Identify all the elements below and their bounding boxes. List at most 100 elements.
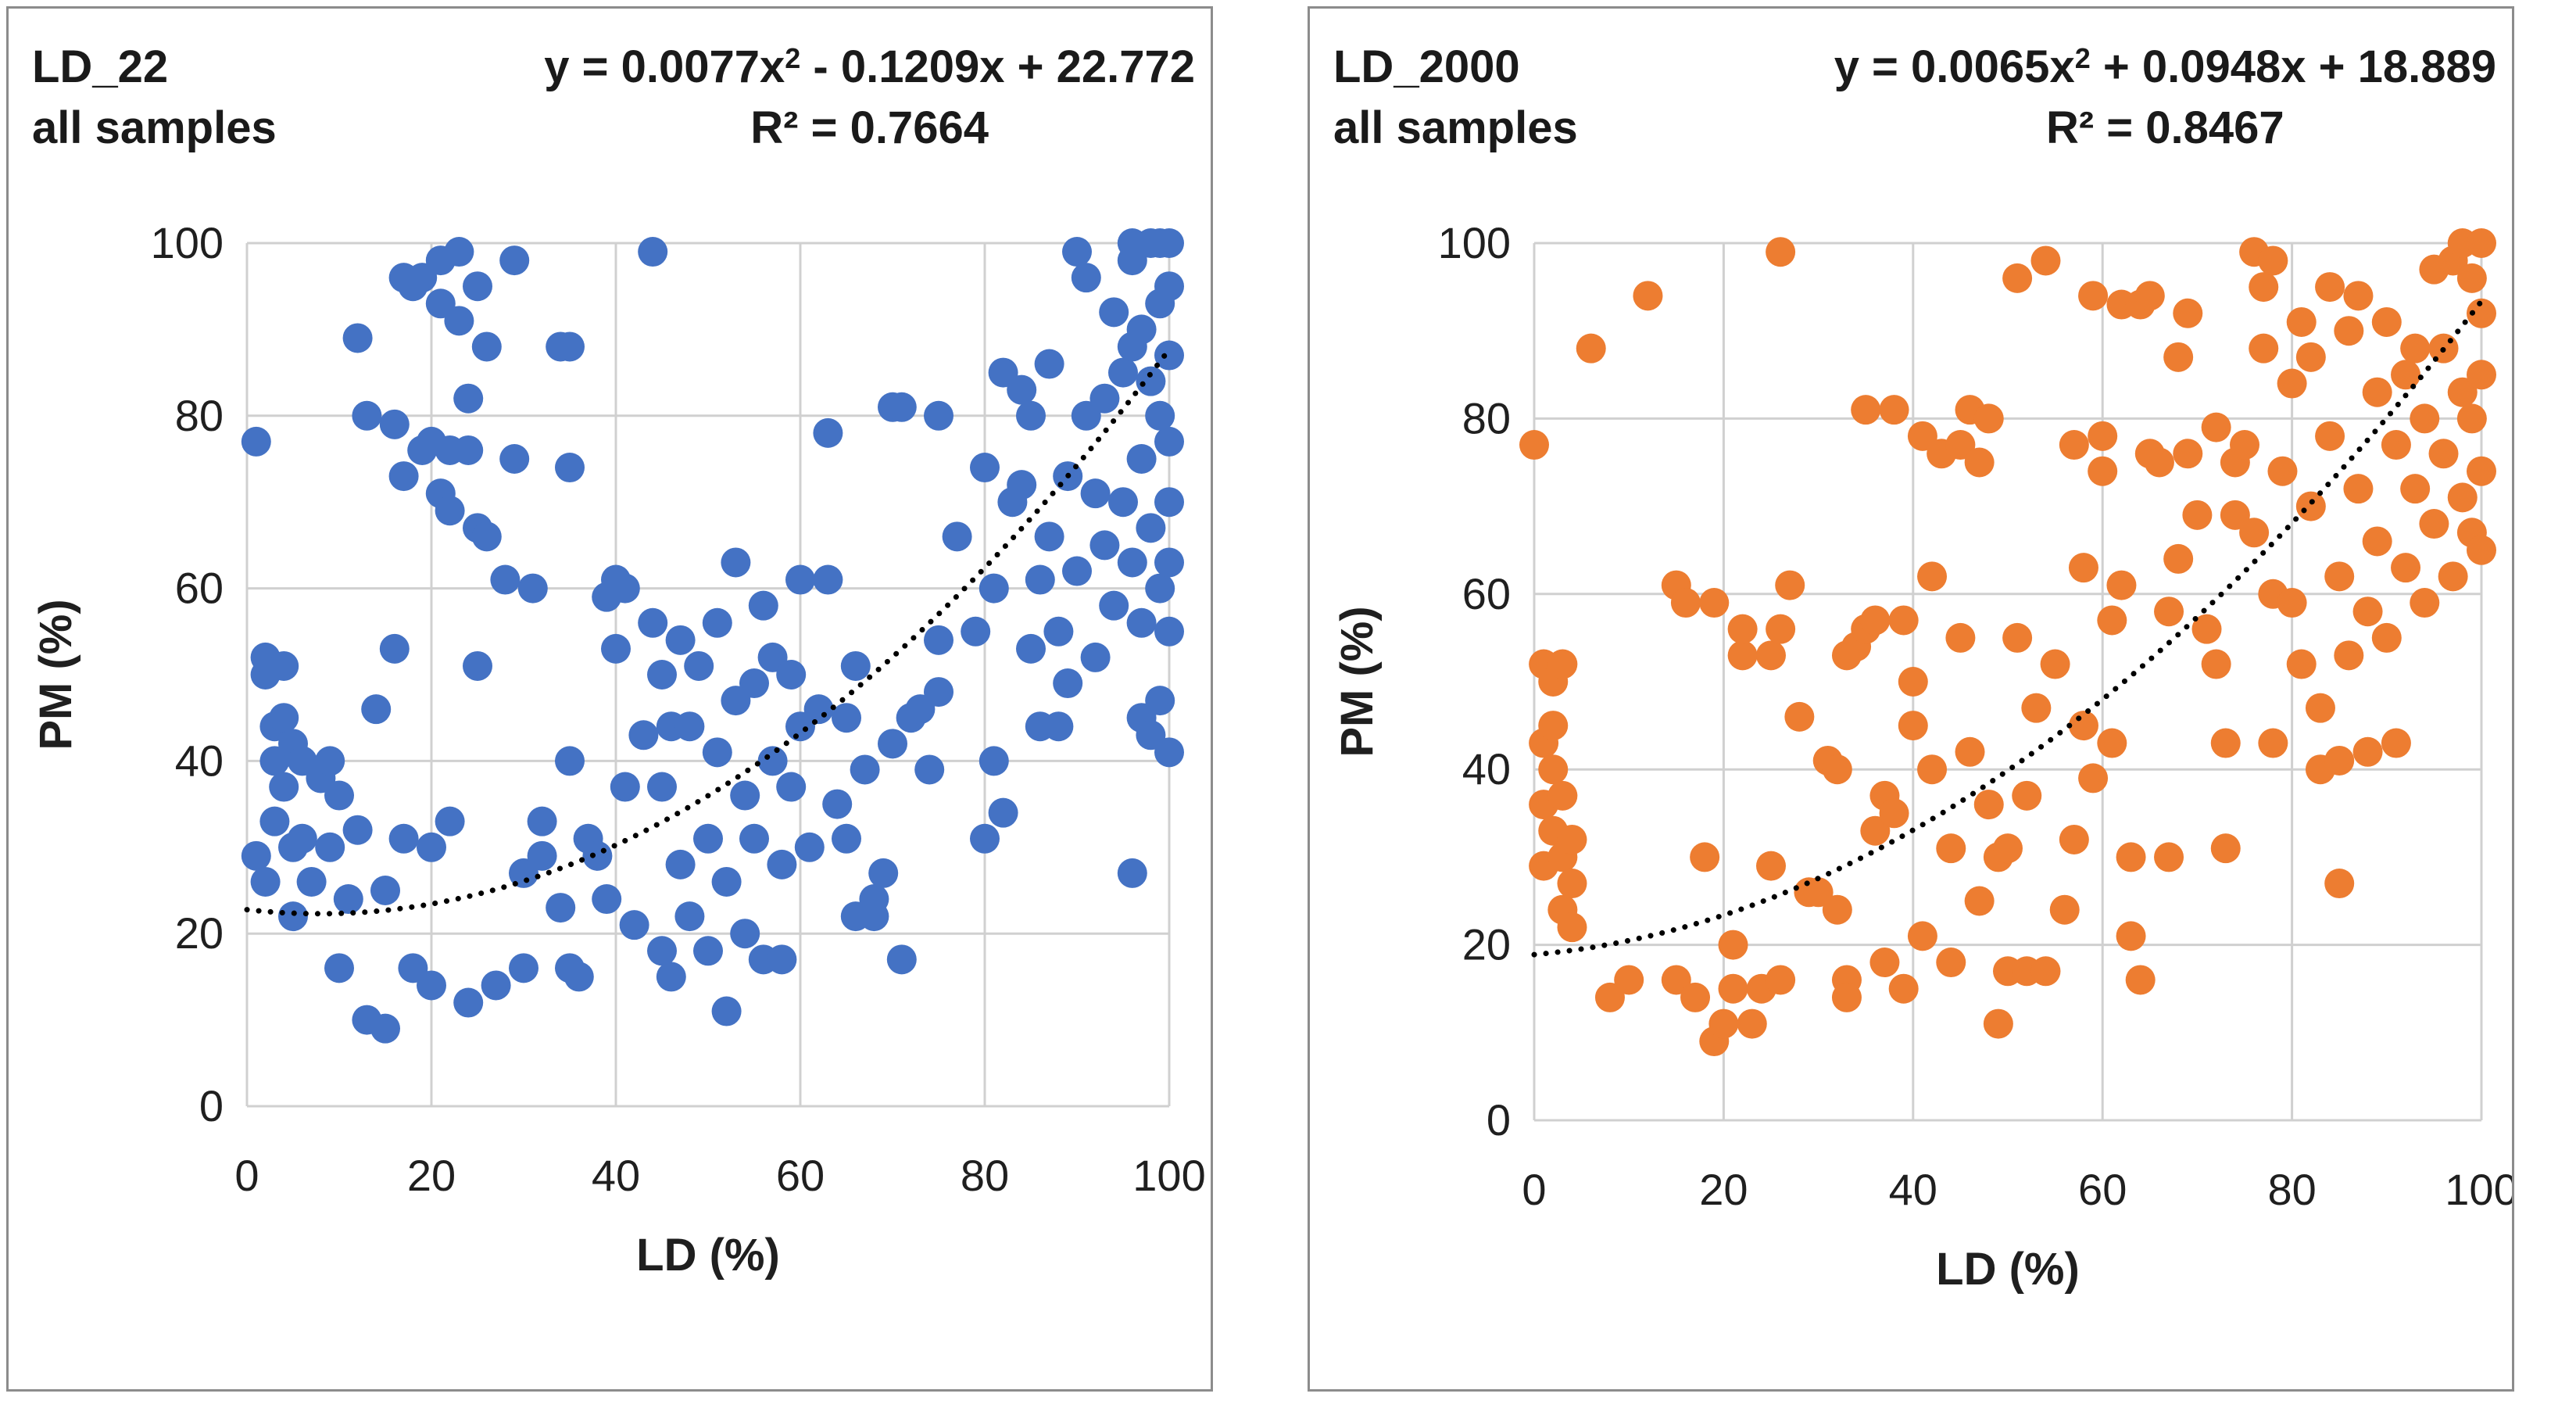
data-point <box>2154 596 2184 627</box>
data-point <box>555 746 585 776</box>
data-point <box>702 607 732 638</box>
data-point <box>2002 622 2033 653</box>
data-point <box>1670 588 1701 618</box>
data-point <box>453 435 484 465</box>
data-point <box>1917 561 1948 592</box>
data-point <box>2021 693 2052 723</box>
data-point <box>527 840 557 871</box>
data-point <box>379 633 410 664</box>
data-point <box>1007 374 1037 405</box>
data-point <box>2097 605 2127 636</box>
data-point <box>1727 640 1758 671</box>
data-point <box>2324 745 2355 776</box>
data-point <box>1708 1008 1739 1039</box>
trendline-equation: y = 0.0065x2 + 0.0948x + 18.889 R² = 0.8… <box>1834 37 2496 159</box>
y-tick-label: 0 <box>1487 1095 1511 1145</box>
data-point <box>1547 649 1578 679</box>
data-point <box>656 962 686 992</box>
data-point <box>693 823 723 854</box>
data-point <box>2400 474 2431 504</box>
y-tick-label: 100 <box>151 218 224 267</box>
data-point <box>2286 306 2317 337</box>
data-point <box>647 660 677 690</box>
data-point <box>2134 281 2165 311</box>
data-point <box>2154 842 2184 872</box>
data-point <box>269 772 299 802</box>
data-point <box>924 400 953 431</box>
data-point <box>1907 421 1937 451</box>
data-point <box>1917 754 1948 785</box>
chart-subtitle: all samples <box>1333 102 1578 153</box>
data-point <box>379 409 410 439</box>
data-point <box>1154 426 1184 457</box>
data-point <box>388 461 419 492</box>
x-tick-label: 100 <box>2445 1165 2512 1214</box>
data-point <box>610 573 640 604</box>
data-point <box>2163 342 2194 372</box>
scatter-series <box>1519 228 2496 1057</box>
data-point <box>1062 237 1092 267</box>
data-point <box>868 858 899 888</box>
data-point <box>628 720 659 750</box>
data-point <box>1538 754 1569 785</box>
data-point <box>1126 607 1157 638</box>
data-point <box>684 650 714 681</box>
data-point <box>1136 366 1166 396</box>
data-point <box>859 901 889 932</box>
data-point <box>878 729 907 759</box>
x-tick-label: 40 <box>592 1151 640 1200</box>
data-point <box>1007 470 1037 500</box>
data-point <box>2456 263 2487 293</box>
data-point <box>2125 965 2156 995</box>
data-point <box>924 625 953 655</box>
data-point <box>2277 368 2307 399</box>
data-point <box>2467 298 2496 328</box>
data-point <box>370 876 400 905</box>
data-point <box>2163 543 2194 574</box>
data-point <box>2230 430 2259 460</box>
data-point <box>1898 667 1928 697</box>
data-point <box>1034 521 1064 552</box>
data-point <box>2002 263 2033 293</box>
data-point <box>813 564 843 595</box>
data-point <box>388 823 419 854</box>
data-point <box>1718 930 1748 960</box>
data-point <box>1099 590 1129 621</box>
chart-title: LD_22 all samples <box>32 37 277 159</box>
data-point <box>610 772 640 802</box>
data-point <box>592 884 622 915</box>
data-point <box>1043 711 1074 742</box>
data-point <box>2012 780 2042 811</box>
data-point <box>2088 421 2118 451</box>
x-tick-label: 0 <box>234 1151 259 1200</box>
data-point <box>2059 430 2089 460</box>
data-point <box>979 746 1009 776</box>
data-point <box>1126 314 1157 345</box>
data-point <box>785 564 815 595</box>
data-point <box>1117 547 1147 578</box>
data-point <box>2286 649 2317 679</box>
data-point <box>1822 754 1852 785</box>
data-point <box>2182 500 2213 530</box>
data-point <box>2201 649 2231 679</box>
data-point <box>1661 965 1691 995</box>
data-point <box>2059 824 2089 854</box>
data-point <box>324 953 354 983</box>
data-point <box>370 1013 400 1044</box>
data-point <box>776 660 807 690</box>
data-point <box>1576 333 1606 364</box>
data-point <box>2352 596 2383 627</box>
data-point <box>2040 649 2070 679</box>
data-point <box>674 711 705 742</box>
data-point <box>2068 711 2098 741</box>
data-point <box>647 772 677 802</box>
data-point <box>840 650 871 681</box>
data-point <box>1154 547 1184 578</box>
data-point <box>601 633 631 664</box>
data-point <box>2258 245 2288 276</box>
data-point <box>2410 403 2440 434</box>
data-point <box>1955 736 1985 767</box>
data-point <box>1888 973 1919 1004</box>
data-point <box>2381 430 2411 460</box>
data-point <box>2467 456 2496 486</box>
